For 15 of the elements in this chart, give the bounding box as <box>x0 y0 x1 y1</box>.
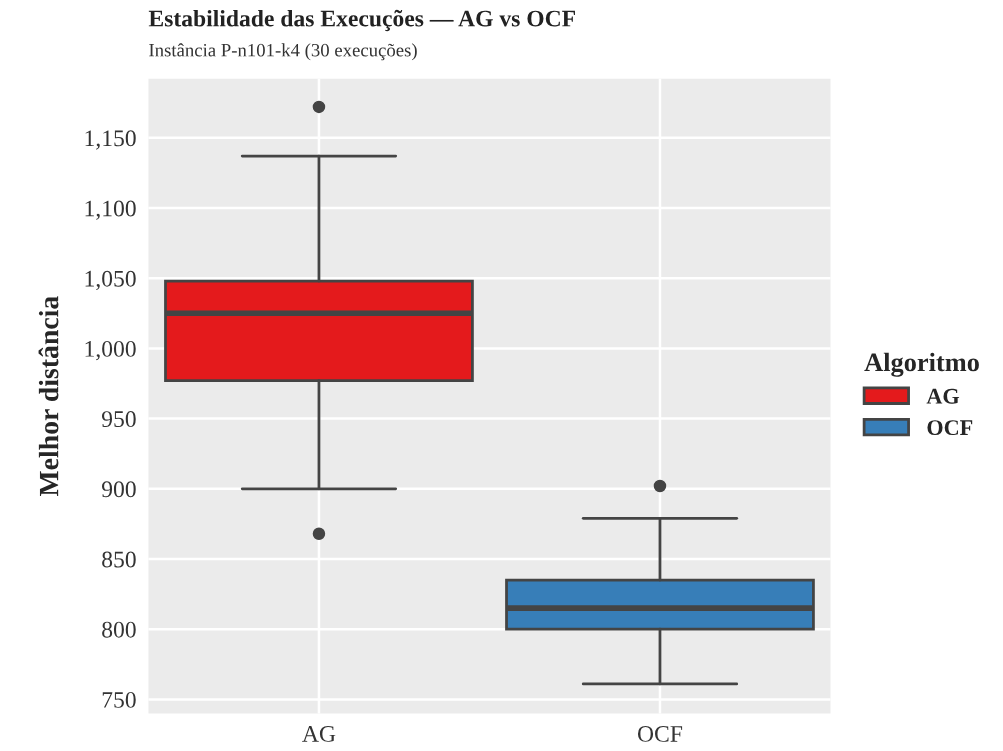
y-tick-label: 850 <box>102 551 136 568</box>
y-axis-title: Melhor distância <box>38 296 59 497</box>
y-tick-label: 1,050 <box>85 270 136 291</box>
legend-label: AG <box>926 388 960 404</box>
y-tick-label: 900 <box>101 481 136 498</box>
legend-title: Algoritmo <box>864 352 979 377</box>
y-tick-label: 750 <box>102 691 136 708</box>
y-tick-label: 1,100 <box>85 200 136 220</box>
y-tick-label: 950 <box>101 411 136 428</box>
y-tick-label: 800 <box>102 621 136 638</box>
chart-title: Estabilidade das Execuções — AG vs OCF <box>148 9 575 32</box>
chart-subtitle: Instância P-n101-k4 (30 execuções) <box>149 43 417 61</box>
y-tick-label: 1,150 <box>85 130 136 150</box>
y-tick-label: 1,000 <box>85 340 136 361</box>
legend-label: OCF <box>927 420 973 436</box>
